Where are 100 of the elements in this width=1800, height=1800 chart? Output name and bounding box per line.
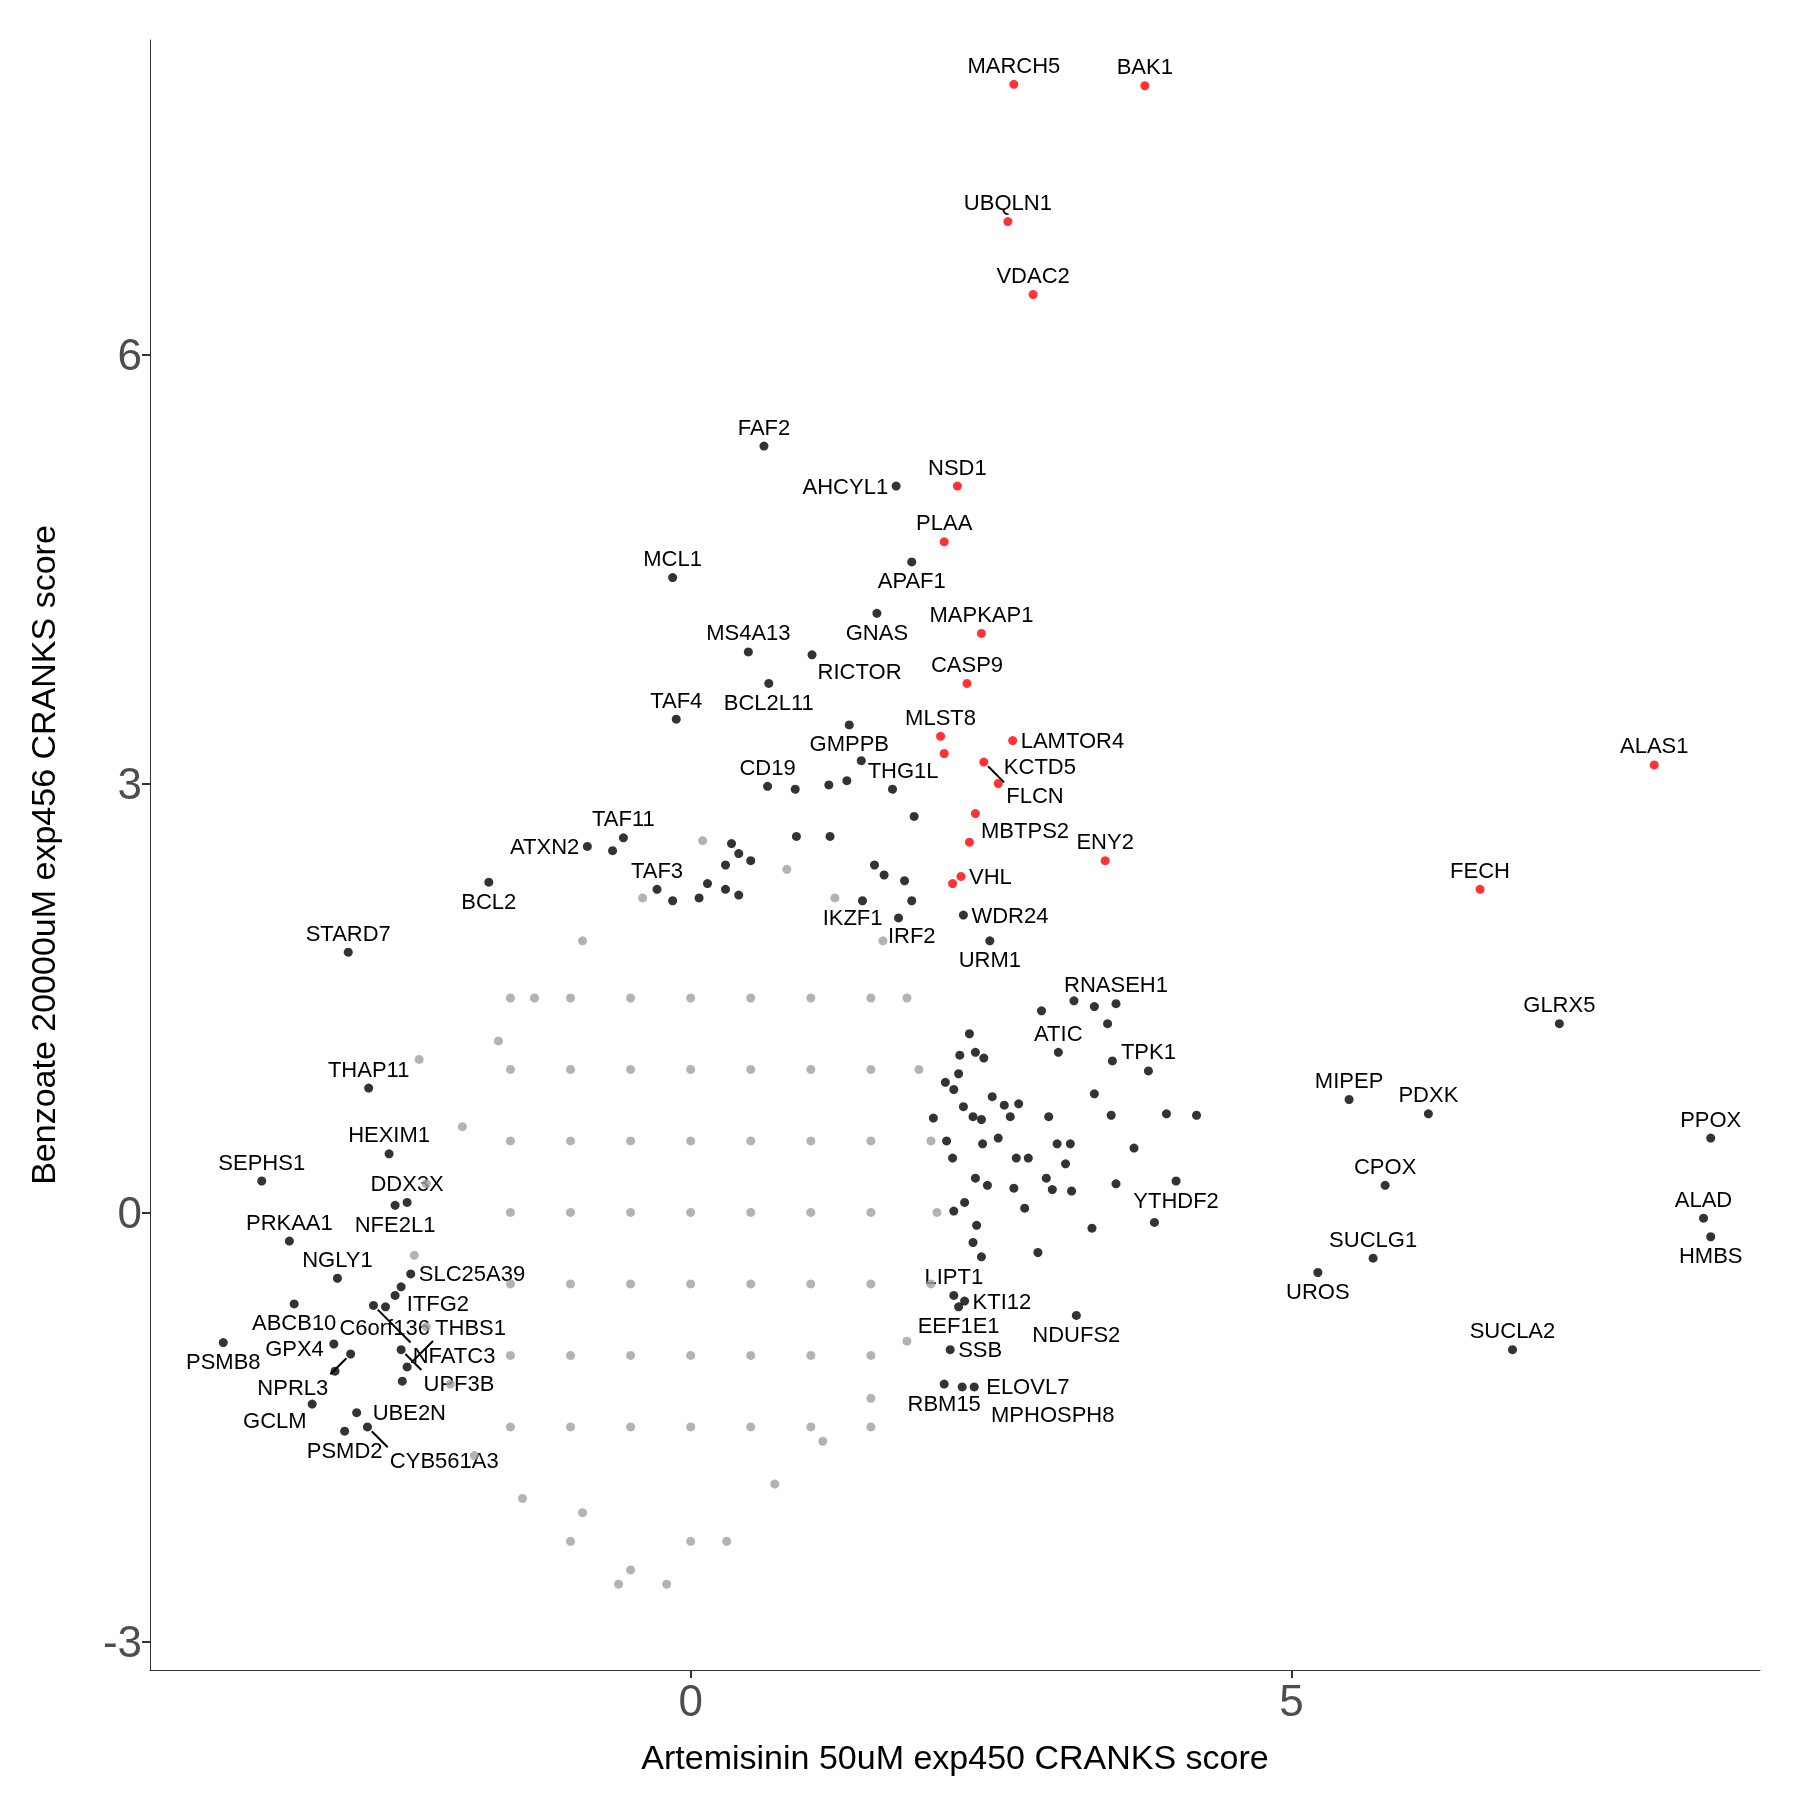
point xyxy=(1028,290,1038,300)
point xyxy=(952,481,962,491)
annotation: GCLM xyxy=(243,1408,307,1434)
annotation: MARCH5 xyxy=(967,52,1061,78)
annotation: SLC25A39 xyxy=(418,1261,526,1287)
annotation: MIPEP xyxy=(1314,1068,1384,1093)
annotation: ALAS1 xyxy=(1620,733,1689,759)
annotation: MAPKAP1 xyxy=(929,601,1034,627)
annotation: CD19 xyxy=(739,754,796,780)
annotation: BCL2L11 xyxy=(723,689,814,715)
x-tick-label: 5 xyxy=(1279,1675,1304,1725)
point xyxy=(979,757,989,767)
point xyxy=(964,837,974,847)
annotation: WDR24 xyxy=(971,902,1049,928)
annotation: NPRL3 xyxy=(257,1374,329,1400)
point xyxy=(962,678,972,688)
y-axis-title: Benzoate 20000uM exp456 CRANKS score xyxy=(24,525,62,1185)
annotation: ATXN2 xyxy=(510,833,580,859)
annotation: ATIC xyxy=(1034,1020,1083,1046)
annotation: CASP9 xyxy=(930,651,1004,677)
point xyxy=(1649,760,1659,770)
annotation: UBE2N xyxy=(372,1400,447,1426)
annotation: MS4A13 xyxy=(706,620,791,646)
point xyxy=(1009,79,1019,89)
point xyxy=(1003,217,1013,227)
annotation: IRF2 xyxy=(887,923,936,949)
annotation: NGLY1 xyxy=(302,1246,373,1272)
annotation: UROS xyxy=(1286,1279,1350,1305)
point xyxy=(993,779,1003,789)
point xyxy=(956,871,966,881)
annotation: CPOX xyxy=(1353,1153,1417,1179)
annotation: TAF3 xyxy=(630,857,684,883)
annotation: VDAC2 xyxy=(996,263,1070,289)
annotation: HMBS xyxy=(1678,1243,1743,1269)
annotation: DDX3X xyxy=(370,1170,445,1196)
annotation: NSD1 xyxy=(928,454,987,480)
annotation: BCL2 xyxy=(461,888,517,914)
annotation: PSMD2 xyxy=(306,1437,383,1463)
annotation: KCTD5 xyxy=(1003,754,1076,780)
annotation: PPOX xyxy=(1680,1106,1742,1132)
point xyxy=(976,628,986,638)
annotation: THG1L xyxy=(867,757,939,783)
annotation: UBQLN1 xyxy=(963,190,1052,216)
annotation: PSMB8 xyxy=(185,1349,261,1375)
annotation: APAF1 xyxy=(877,568,946,594)
annotation: MCL1 xyxy=(643,546,702,572)
y-tick-label: 6 xyxy=(117,330,142,380)
annotation: LAMTOR4 xyxy=(1020,728,1125,754)
annotation: LIPT1 xyxy=(924,1263,984,1289)
annotation: ALAD xyxy=(1674,1186,1733,1212)
point xyxy=(948,879,958,889)
annotation: THAP11 xyxy=(327,1056,410,1082)
point xyxy=(1140,81,1150,91)
point xyxy=(936,731,946,741)
annotation: SSB xyxy=(958,1337,1003,1363)
annotation: TPK1 xyxy=(1120,1039,1176,1065)
annotation: PLAA xyxy=(916,510,973,536)
x-axis-title: Artemisinin 50uM exp450 CRANKS score xyxy=(641,1738,1269,1776)
annotation: ELOVL7 xyxy=(986,1374,1070,1400)
annotation: KTI12 xyxy=(972,1288,1032,1314)
annotation: HEXIM1 xyxy=(348,1122,431,1148)
annotation: STARD7 xyxy=(305,920,391,946)
point xyxy=(939,537,949,547)
annotation: EEF1E1 xyxy=(917,1313,1000,1339)
annotation: GMPPB xyxy=(809,731,889,757)
annotation: NDUFS2 xyxy=(1032,1321,1121,1347)
annotation: TAF11 xyxy=(592,806,655,832)
annotation: FAF2 xyxy=(737,414,791,440)
y-tick-label: -3 xyxy=(102,1616,142,1666)
annotation: GLRX5 xyxy=(1523,992,1596,1018)
annotation: FLCN xyxy=(1006,782,1064,808)
annotation: SUCLA2 xyxy=(1469,1318,1556,1344)
y-tick-label: 0 xyxy=(117,1187,142,1237)
point xyxy=(1100,856,1110,866)
annotation: RICTOR xyxy=(817,658,902,684)
annotation: RNASEH1 xyxy=(1064,972,1168,998)
annotation: TAF4 xyxy=(650,687,703,713)
annotation: GPX4 xyxy=(265,1336,324,1362)
annotation: SEPHS1 xyxy=(218,1149,306,1175)
annotation: THBS1 xyxy=(435,1315,507,1341)
annotation: PRKAA1 xyxy=(245,1209,333,1235)
point xyxy=(1008,736,1018,746)
annotation: MPHOSPH8 xyxy=(991,1402,1115,1428)
annotation: MBTPS2 xyxy=(981,817,1070,843)
annotation: AHCYL1 xyxy=(802,473,889,499)
annotation: BAK1 xyxy=(1116,54,1173,80)
annotation: IKZF1 xyxy=(822,905,883,931)
annotation: NFE2L1 xyxy=(354,1211,436,1237)
annotation: PDXK xyxy=(1398,1082,1459,1108)
annotation: MLST8 xyxy=(905,704,977,730)
annotation: URM1 xyxy=(958,947,1022,973)
annotation: CYB561A3 xyxy=(389,1447,499,1473)
point xyxy=(1475,884,1485,894)
annotation: ABCB10 xyxy=(251,1310,337,1336)
annotation: FECH xyxy=(1450,857,1510,883)
annotation: GNAS xyxy=(845,619,909,645)
annotation: YTHDF2 xyxy=(1133,1187,1219,1213)
annotation: SUCLG1 xyxy=(1329,1226,1418,1252)
annotation: ENY2 xyxy=(1076,829,1134,855)
annotation: VHL xyxy=(969,863,1012,889)
